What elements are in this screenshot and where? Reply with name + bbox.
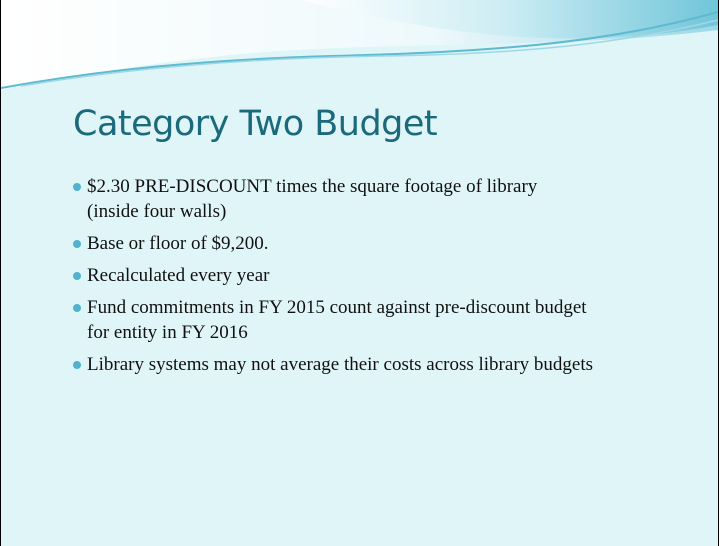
bullet: $2.30 PRE-DISCOUNT times the square foot… — [73, 174, 593, 224]
slide-title: Category Two Budget — [73, 104, 438, 144]
bullet: Base or floor of $9,200. — [73, 231, 593, 256]
header-wave — [1, 0, 718, 90]
bullet: Library systems may not average their co… — [73, 352, 593, 377]
bullet: Recalculated every year — [73, 263, 593, 288]
bullet: Fund commitments in FY 2015 count agains… — [73, 295, 593, 345]
bullet-list: $2.30 PRE-DISCOUNT times the square foot… — [73, 174, 593, 384]
